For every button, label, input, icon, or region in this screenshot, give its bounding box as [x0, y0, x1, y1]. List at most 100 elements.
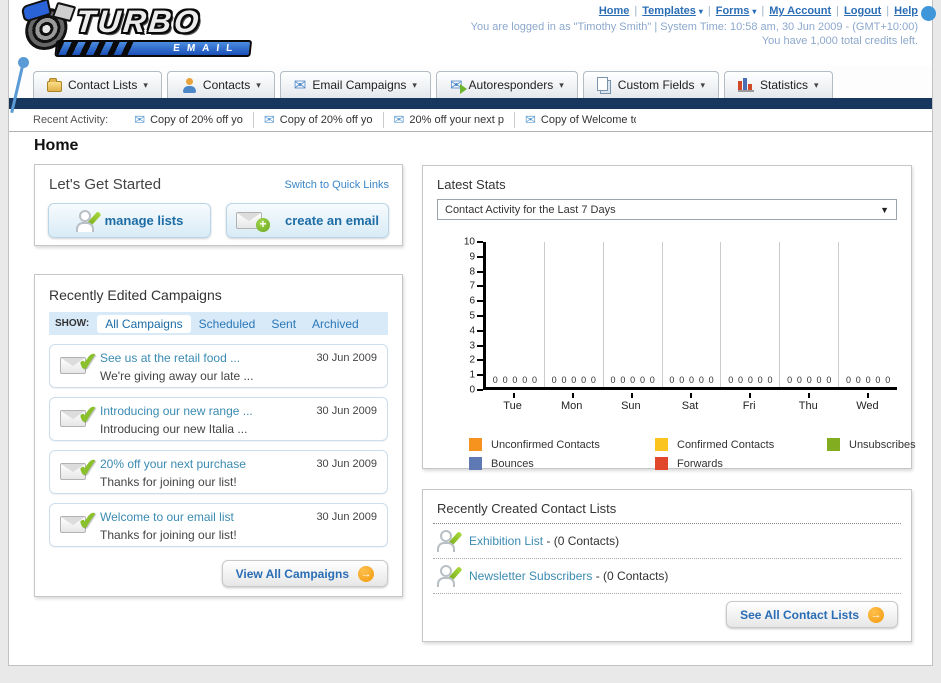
- y-tick-label: 9: [469, 251, 475, 263]
- chart-value-label: 0: [669, 375, 675, 385]
- contact-list-text: Exhibition List - (0 Contacts): [469, 534, 619, 548]
- campaign-title-link[interactable]: See us at the retail food ...: [100, 350, 241, 365]
- y-tick-mark: [477, 285, 483, 288]
- y-tick-label: 8: [469, 266, 475, 278]
- recent-activity-item[interactable]: ✉ Copy of Welcome to: [514, 112, 646, 128]
- person-pencil-icon: [437, 530, 463, 552]
- contacts-icon: [181, 77, 197, 93]
- chevron-down-icon: ▼: [880, 204, 889, 215]
- campaign-item[interactable]: ✔ 20% off your next purchase Thanks for jo…: [49, 450, 388, 494]
- envelope-check-icon: ✔: [60, 348, 100, 382]
- chart-value-label: 0: [855, 375, 861, 385]
- contact-list-item[interactable]: Newsletter Subscribers - (0 Contacts): [433, 559, 901, 594]
- contact-list-name-link[interactable]: Exhibition List: [469, 534, 544, 548]
- logo-title: TURBO: [74, 4, 204, 39]
- chart-value-label: 0: [747, 375, 753, 385]
- filter-archived[interactable]: Archived: [312, 316, 359, 331]
- campaign-item[interactable]: ✔ Introducing our new range ... Introducin…: [49, 397, 388, 441]
- main-content: Home Let's Get Started Switch to Quick L…: [9, 132, 932, 668]
- campaign-item[interactable]: ✔ Welcome to our email list Thanks for joi…: [49, 503, 388, 547]
- campaign-subtitle: We're giving away our late ...: [100, 368, 254, 383]
- manage-lists-button[interactable]: manage lists: [48, 203, 211, 238]
- switch-to-quick-links-link[interactable]: Switch to Quick Links: [284, 179, 389, 191]
- stats-period-select[interactable]: Contact Activity for the Last 7 Days ▼: [437, 199, 897, 220]
- tab-contacts[interactable]: Contacts ▾: [166, 71, 275, 98]
- campaign-date: 30 Jun 2009: [316, 405, 377, 417]
- recent-activity-item-label: Copy of Welcome to: [540, 114, 636, 126]
- check-icon: ✔: [76, 348, 100, 377]
- latest-stats-panel: Latest Stats Contact Activity for the La…: [422, 165, 916, 470]
- campaign-subtitle: Introducing our new Italia ...: [100, 421, 248, 436]
- nav-link-my-account[interactable]: My Account: [769, 5, 832, 17]
- chart-value-label: 0: [787, 375, 793, 385]
- header: TURBO EMAIL Home | Templates ▾ | Forms ▾ | My Ac…: [9, 0, 936, 66]
- recent-activity-items: ✉ Copy of 20% off yo ✉ Copy of 20% off yo ✉ 2…: [124, 112, 646, 128]
- nav-link-home[interactable]: Home: [598, 5, 630, 17]
- nav-link-templates[interactable]: Templates ▾: [642, 5, 703, 17]
- legend-item: Bounces: [469, 457, 655, 470]
- tab-statistics[interactable]: Statistics ▾: [724, 71, 833, 98]
- campaign-title-link[interactable]: 20% off your next purchase: [100, 456, 246, 471]
- y-tick-label: 10: [463, 236, 475, 248]
- create-an-email-button[interactable]: + create an email: [226, 203, 389, 238]
- tab-email-campaigns[interactable]: ✉ Email Campaigns ▾: [279, 71, 431, 98]
- recent-activity-item[interactable]: ✉ 20% off your next p: [382, 112, 515, 128]
- check-icon: ✔: [76, 454, 100, 483]
- tab-contact-lists[interactable]: Contact Lists ▾: [33, 71, 162, 98]
- nav-link-forms[interactable]: Forms ▾: [715, 5, 757, 17]
- tab-custom-fields[interactable]: Custom Fields ▾: [582, 71, 720, 98]
- envelope-icon: [60, 357, 86, 374]
- view-all-campaigns-button[interactable]: View All Campaigns →: [221, 560, 388, 587]
- x-tick-label: Wed: [838, 393, 897, 412]
- logo-stripes: [56, 42, 136, 55]
- see-all-contact-lists-button[interactable]: See All Contact Lists →: [726, 601, 898, 628]
- envelope-icon: [60, 410, 86, 427]
- header-nav: Home | Templates ▾ | Forms ▾ | My Account | Logout…: [599, 5, 918, 17]
- pencil-icon: [448, 566, 463, 581]
- nav-link-logout[interactable]: Logout: [844, 5, 882, 17]
- legend-label: Unconfirmed Contacts: [491, 438, 600, 451]
- legend-label: Forwards: [677, 457, 723, 470]
- get-started-title: Let's Get Started: [49, 176, 162, 193]
- legend-swatch: [655, 438, 668, 451]
- chart-y-axis: 0 1 2 3 4 5 6 7 8 9 10: [457, 237, 483, 396]
- campaign-text: Introducing our new range ... Introducing…: [100, 401, 377, 437]
- chart-value-label: 0: [649, 375, 655, 385]
- recent-activity-item[interactable]: ✉ Copy of 20% off yo: [252, 112, 383, 128]
- separator: |: [886, 5, 890, 17]
- x-tick-label: Sun: [601, 393, 660, 412]
- tab-autoresponders[interactable]: ✉ Autoresponders ▾: [435, 71, 578, 98]
- chart-value-label: 0: [502, 375, 508, 385]
- contact-list-name-link[interactable]: Newsletter Subscribers: [469, 569, 593, 583]
- campaign-item[interactable]: ✔ See us at the retail food ... We're givi…: [49, 344, 388, 388]
- chart-value-label: 0: [590, 375, 596, 385]
- nav-link-help[interactable]: Help: [894, 5, 918, 17]
- divider-bar: [9, 98, 932, 109]
- chart-value-label: 0: [630, 375, 636, 385]
- filter-all-campaigns[interactable]: All Campaigns: [97, 314, 191, 333]
- campaign-title-link[interactable]: Introducing our new range ...: [100, 403, 253, 418]
- chart-value-label: 0: [561, 375, 567, 385]
- chart-value-label: 0: [689, 375, 695, 385]
- manage-lists-label: manage lists: [104, 213, 184, 228]
- chart-legend: Unconfirmed Contacts Confirmed Contacts Un…: [469, 438, 916, 470]
- contact-list-item[interactable]: Exhibition List - (0 Contacts): [433, 524, 901, 559]
- chart-value-label: 0: [581, 375, 587, 385]
- tab-label: Contact Lists: [68, 78, 138, 92]
- campaign-title-link[interactable]: Welcome to our email list: [100, 509, 234, 524]
- chart-value-label: 0: [551, 375, 557, 385]
- separator: |: [707, 5, 711, 17]
- chevron-down-icon: ▾: [752, 7, 757, 16]
- recent-activity-item[interactable]: ✉ Copy of 20% off yo: [124, 112, 253, 128]
- filter-scheduled[interactable]: Scheduled: [198, 316, 256, 331]
- filter-sent[interactable]: Sent: [271, 316, 297, 331]
- chart-value-label: 0: [532, 375, 538, 385]
- y-tick-mark: [477, 270, 483, 273]
- chevron-down-icon: ▾: [412, 79, 417, 90]
